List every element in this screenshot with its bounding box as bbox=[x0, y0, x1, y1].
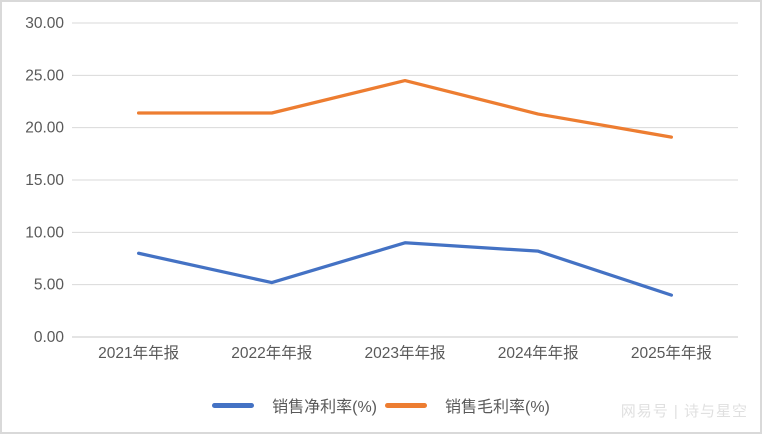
x-axis-tick-label: 2021年年报 bbox=[98, 344, 179, 362]
watermark: 网易号 | 诗与星空 bbox=[620, 403, 748, 420]
y-axis-tick-label: 20.00 bbox=[25, 120, 64, 137]
y-axis-tick-label: 5.00 bbox=[34, 277, 65, 294]
y-axis-tick-label: 15.00 bbox=[25, 172, 64, 189]
y-axis-tick-label: 25.00 bbox=[25, 67, 64, 84]
legend-item-gross-margin[interactable]: 销售毛利率(%) bbox=[385, 393, 550, 417]
x-axis-tick-label: 2024年年报 bbox=[498, 344, 579, 362]
y-axis-tick-label: 10.00 bbox=[25, 224, 64, 241]
legend-label-gross-margin: 销售毛利率(%) bbox=[445, 399, 550, 416]
chart-legend: 销售净利率(%) 销售毛利率(%) bbox=[2, 392, 760, 418]
legend-item-net-margin[interactable]: 销售净利率(%) bbox=[212, 393, 377, 417]
x-axis-tick-label: 2022年年报 bbox=[231, 344, 312, 362]
series-line-net-margin[interactable] bbox=[136, 241, 674, 297]
x-axis-tick-label: 2025年年报 bbox=[631, 344, 712, 362]
series-line-gross-margin[interactable] bbox=[136, 78, 674, 139]
legend-label-net-margin: 销售净利率(%) bbox=[272, 399, 377, 416]
legend-marker-net-margin bbox=[212, 402, 255, 408]
line-chart-plot: 0.00 5.00 10.00 15.00 20.00 25.00 30.00 2021年年报… bbox=[25, 15, 738, 362]
legend-marker-gross-margin bbox=[385, 402, 427, 408]
x-axis-tick-label: 2023年年报 bbox=[365, 344, 446, 362]
y-axis-tick-label: 0.00 bbox=[34, 329, 65, 346]
y-axis-tick-label: 30.00 bbox=[25, 15, 64, 32]
